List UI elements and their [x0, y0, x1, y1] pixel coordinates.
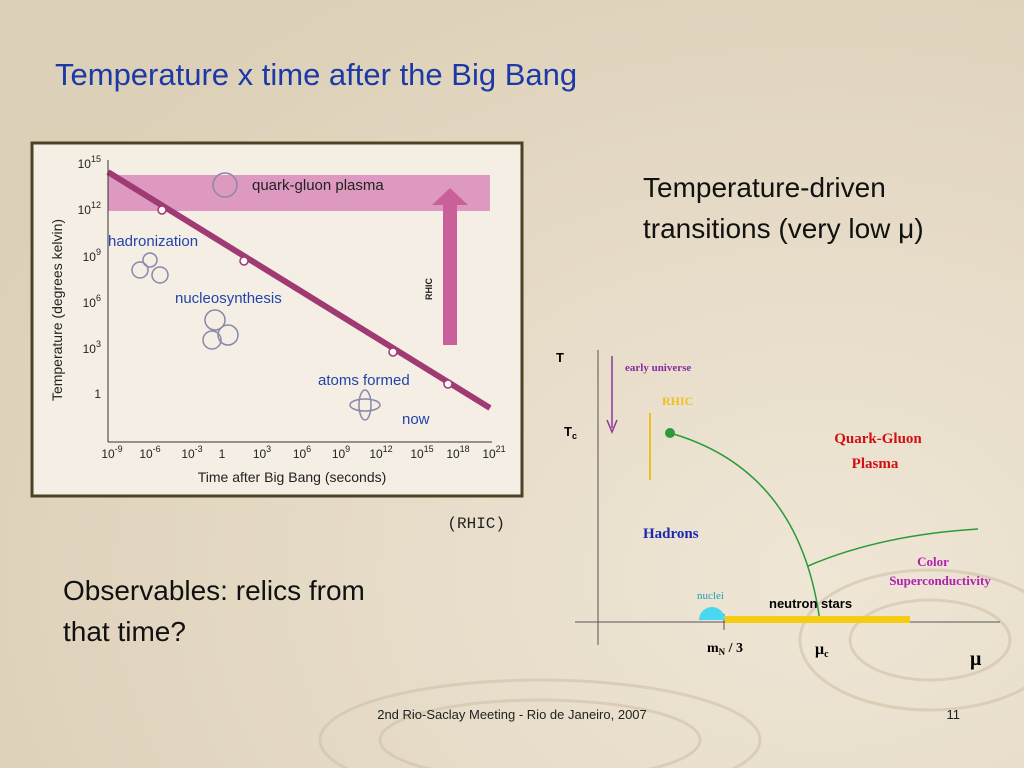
tick-label: 1012: [369, 444, 392, 461]
muc-label: μc: [815, 641, 829, 660]
neutron-star-band: [725, 616, 910, 623]
tick-exp: 15: [91, 154, 101, 164]
qgp-label: quark-gluon plasma: [252, 177, 384, 194]
tick-label: 10-6: [139, 444, 160, 461]
tick-base: 10: [83, 296, 97, 310]
tick-base: 10: [253, 447, 267, 461]
nuclei-label: nuclei: [697, 590, 724, 602]
tick-label: 106: [83, 293, 101, 310]
rhic-label: RHIC: [424, 278, 434, 300]
tick-label: 10-9: [101, 444, 122, 461]
y-axis-label: Temperature (degrees kelvin): [49, 219, 65, 401]
now-label: now: [402, 411, 430, 428]
tick-base: 10: [139, 447, 153, 461]
ripples: [318, 568, 1024, 768]
right-text-1: Temperature-driven: [643, 172, 886, 203]
particle-icons: [131, 172, 381, 421]
arrow-head: [606, 419, 618, 434]
nucleosynthesis-label: nucleosynthesis: [175, 290, 282, 307]
line-points: [157, 205, 453, 389]
tick-base: 10: [293, 447, 307, 461]
tick-base: 10: [410, 447, 424, 461]
tick-base: 10: [181, 447, 195, 461]
tick-exp: 3: [266, 444, 271, 454]
tick-base: 10: [332, 447, 346, 461]
tick-exp: 3: [96, 339, 101, 349]
tick-label: 103: [253, 444, 271, 461]
cooling-line: [106, 169, 492, 411]
t-axis-label: T: [556, 350, 564, 365]
tick-base: 10: [446, 447, 460, 461]
rhic-arrow: [432, 188, 468, 345]
atoms-label: atoms formed: [318, 372, 410, 389]
hadrons-label: Hadrons: [643, 526, 699, 542]
qgp-band: [108, 175, 490, 211]
tick-label: 109: [332, 444, 350, 461]
mu-axis-label: μ: [970, 648, 982, 670]
early-universe-label: early universe: [625, 362, 691, 374]
tick-label: 1021: [482, 444, 505, 461]
tick-exp: -3: [195, 444, 203, 454]
left-text-1: Observables: relics from: [63, 575, 365, 606]
page-number: 11: [947, 707, 961, 722]
tick-exp: 15: [424, 444, 434, 454]
tick-base: 10: [78, 203, 92, 217]
footer-text: 2nd Rio-Saclay Meeting - Rio de Janeiro,…: [377, 707, 647, 722]
tick-label: 1018: [446, 444, 469, 461]
qgp-pd-label: Plasma: [852, 456, 899, 472]
tick-label: 106: [293, 444, 311, 461]
tick-exp: 18: [460, 444, 470, 454]
rhic-pd-label: RHIC: [662, 394, 693, 408]
tick-exp: 9: [96, 247, 101, 257]
tick-label: 1015: [410, 444, 433, 461]
tick-base: 10: [369, 447, 383, 461]
qgp-pd-label: Quark-Gluon: [834, 431, 922, 447]
slide-title: Temperature x time after the Big Bang: [55, 57, 577, 92]
tick-label: 109: [83, 247, 101, 264]
x-ticks: 10-9 10-6 10-3 1 103 106 109 1012 1015 1018 1021: [101, 444, 505, 461]
tick-label: 10-3: [181, 444, 202, 461]
right-text-2: transitions (very low μ): [643, 213, 924, 244]
csc-label: Superconductivity: [889, 573, 991, 588]
tick-exp: 12: [383, 444, 393, 454]
tick-exp: 12: [91, 200, 101, 210]
tick-exp: 6: [96, 293, 101, 303]
figure-caption: (RHIC): [447, 515, 505, 533]
left-text-2: that time?: [63, 616, 186, 647]
tick-base: 10: [101, 447, 115, 461]
tick-label: 1: [219, 447, 226, 461]
tick-exp: 21: [496, 444, 506, 454]
tick-label: 1: [94, 387, 101, 401]
mn-label: mN / 3: [707, 641, 743, 657]
x-axis-label: Time after Big Bang (seconds): [198, 469, 387, 485]
tick-base: 1: [94, 387, 101, 401]
tick-base: 10: [83, 342, 97, 356]
tick-label: 1015: [78, 154, 101, 171]
critical-point: [665, 428, 675, 438]
tick-base: 1: [219, 447, 226, 461]
tick-exp: 9: [345, 444, 350, 454]
csc-label: Color: [917, 554, 949, 569]
tick-exp: -6: [153, 444, 161, 454]
tick-label: 103: [83, 339, 101, 356]
tick-base: 10: [482, 447, 496, 461]
tick-exp: 6: [306, 444, 311, 454]
neutron-stars-label: neutron stars: [769, 596, 852, 611]
tick-exp: -9: [115, 444, 123, 454]
phase-boundary: [669, 432, 821, 623]
tick-label: 1012: [78, 200, 101, 217]
csc-boundary: [807, 528, 979, 567]
tick-base: 10: [78, 157, 92, 171]
tc-label: Tc: [564, 424, 577, 441]
hadronization-label: hadronization: [108, 233, 198, 250]
tick-base: 10: [83, 250, 97, 264]
nuclei-blob: [699, 607, 725, 620]
